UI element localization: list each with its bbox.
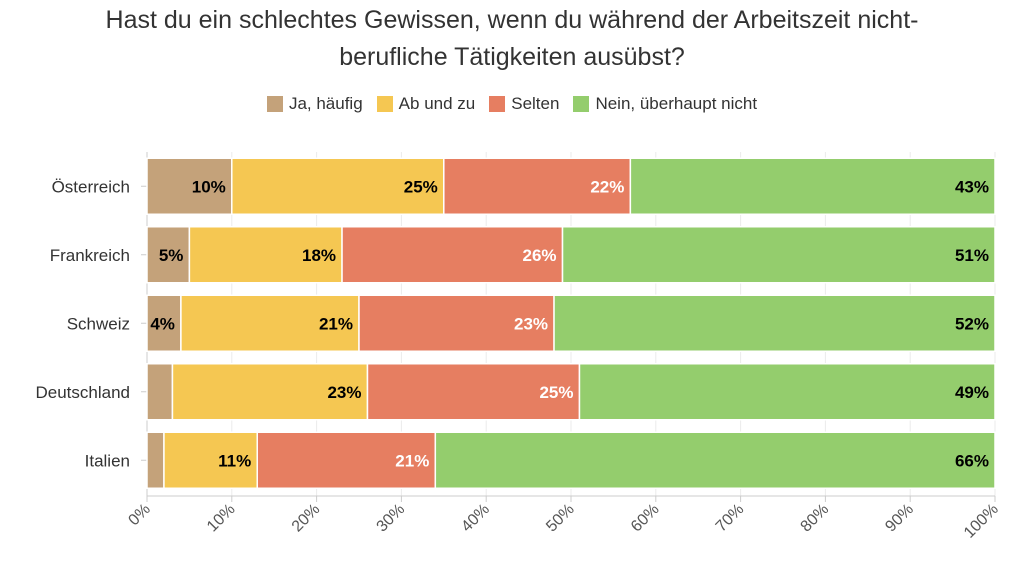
data-label: 10% <box>192 177 226 196</box>
bar-segment <box>146 431 165 489</box>
legend-swatch <box>489 96 506 112</box>
data-label: 52% <box>955 314 989 333</box>
legend-item[interactable]: Nein, überhaupt nicht <box>573 94 757 114</box>
x-tick-label: 30% <box>374 501 409 536</box>
x-tick-label: 20% <box>289 501 324 536</box>
y-tick-label: Frankreich <box>50 246 130 265</box>
bar-segment <box>434 431 996 489</box>
data-label: 51% <box>955 246 989 265</box>
x-tick-label: 70% <box>713 501 748 536</box>
data-label: 11% <box>218 451 251 470</box>
bar-segment <box>629 157 996 215</box>
x-tick-label: 10% <box>204 501 239 536</box>
data-label: 43% <box>955 177 989 196</box>
bar-segment <box>188 226 343 284</box>
data-label: 4% <box>150 314 175 333</box>
legend-swatch <box>573 96 590 112</box>
bar-segment <box>146 226 191 284</box>
legend-swatch <box>266 96 283 112</box>
y-tick-label: Schweiz <box>67 314 130 333</box>
data-label: 23% <box>514 314 548 333</box>
title-line-2: berufliche Tätigkeiten ausübst? <box>339 43 685 71</box>
x-tick-label: 90% <box>882 501 917 536</box>
bar-segment <box>358 294 555 352</box>
legend-swatch <box>376 96 393 112</box>
y-tick-label: Österreich <box>52 177 130 196</box>
y-tick-label: Italien <box>85 451 130 470</box>
data-label: 5% <box>159 246 184 265</box>
data-label: 21% <box>319 314 353 333</box>
bar-segment <box>443 157 632 215</box>
bar-segment <box>366 363 581 421</box>
bar-segment <box>256 431 437 489</box>
data-label: 23% <box>327 383 361 402</box>
bar-segment <box>180 294 360 352</box>
data-label: 25% <box>539 383 573 402</box>
data-label: 21% <box>395 451 429 470</box>
x-tick-label: 40% <box>458 501 493 536</box>
legend-item[interactable]: Selten <box>489 94 559 114</box>
x-tick-label: 0% <box>125 501 153 529</box>
data-label: 26% <box>522 246 556 265</box>
bar-segment <box>231 157 445 215</box>
legend: Ja, häufig Ab und zu Selten Nein, überha… <box>0 94 1024 114</box>
bar-segment <box>146 363 174 421</box>
bar-segment <box>171 363 369 421</box>
bar-segment <box>163 431 258 489</box>
bar-segment <box>146 157 233 215</box>
bar-segment <box>146 294 182 352</box>
legend-label: Ab und zu <box>398 94 476 113</box>
data-label: 25% <box>404 177 438 196</box>
y-tick-label: Deutschland <box>35 383 130 402</box>
x-tick-label: 80% <box>798 501 833 536</box>
bar-segment <box>341 226 564 284</box>
bar-segment <box>553 294 996 352</box>
legend-item[interactable]: Ja, häufig <box>266 94 363 114</box>
data-label: 18% <box>302 246 336 265</box>
legend-label: Ja, häufig <box>288 94 363 113</box>
title-line-1: Hast du ein schlechtes Gewissen, wenn du… <box>105 6 919 34</box>
bar-segment <box>561 226 996 284</box>
data-label: 22% <box>590 177 624 196</box>
data-label: 49% <box>955 383 989 402</box>
legend-label: Nein, überhaupt nicht <box>595 94 758 113</box>
x-tick-label: 60% <box>628 501 663 536</box>
data-label: 66% <box>955 451 989 470</box>
bar-segment <box>578 363 996 421</box>
legend-label: Selten <box>511 94 560 113</box>
x-tick-label: 50% <box>543 501 578 536</box>
legend-item[interactable]: Ab und zu <box>376 94 476 114</box>
x-tick-label: 100% <box>961 501 1002 542</box>
chart-title: Hast du ein schlechtes Gewissen, wenn du… <box>0 2 1024 76</box>
